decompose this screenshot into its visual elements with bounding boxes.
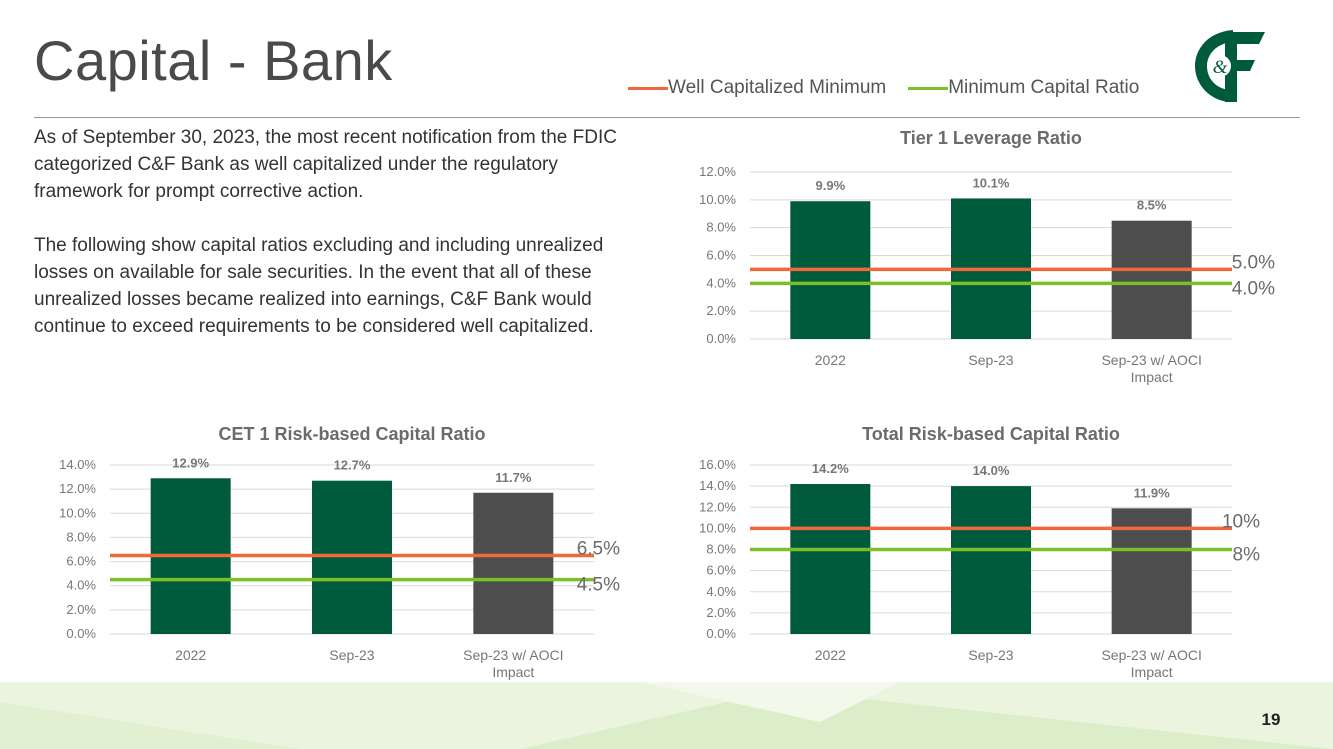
category-label: Sep-23 bbox=[968, 647, 1013, 663]
data-label: 14.0% bbox=[973, 463, 1010, 478]
data-label: 12.9% bbox=[172, 455, 209, 470]
y-tick-label: 10.0% bbox=[699, 192, 736, 207]
y-tick-label: 12.0% bbox=[699, 499, 736, 514]
chart-title: CET 1 Risk-based Capital Ratio bbox=[218, 424, 485, 444]
chart-title: Total Risk-based Capital Ratio bbox=[862, 424, 1120, 444]
data-label: 11.9% bbox=[1134, 485, 1171, 500]
category-label: Sep-23 w/ AOCI bbox=[463, 647, 563, 663]
logo-ampersand: & bbox=[1213, 57, 1228, 78]
y-tick-label: 10.0% bbox=[59, 505, 96, 520]
legend-label: Well Capitalized Minimum bbox=[668, 77, 887, 98]
category-label: 2022 bbox=[815, 647, 846, 663]
y-tick-label: 12.0% bbox=[59, 481, 96, 496]
y-tick-label: 8.0% bbox=[706, 542, 736, 557]
paragraph-notification: As of September 30, 2023, the most recen… bbox=[34, 127, 617, 202]
y-tick-label: 4.0% bbox=[706, 584, 736, 599]
y-tick-label: 8.0% bbox=[706, 220, 736, 235]
minimum-capital-value-label: 8% bbox=[1233, 545, 1261, 566]
y-tick-label: 14.0% bbox=[59, 457, 96, 472]
paragraph-capital-ratios: The following show capital ratios exclud… bbox=[34, 235, 604, 337]
y-tick-label: 6.0% bbox=[706, 563, 736, 578]
bar-sep-23-w-aoci-impact bbox=[473, 492, 554, 634]
chart-legend: Well Capitalized Minimum Minimum Capital… bbox=[628, 77, 1139, 99]
category-label: Sep-23 bbox=[329, 647, 374, 663]
y-tick-label: 0.0% bbox=[706, 331, 736, 346]
y-tick-label: 12.0% bbox=[699, 164, 736, 179]
data-label: 11.7% bbox=[495, 470, 532, 485]
bar-sep-23-w-aoci-impact bbox=[1111, 220, 1192, 339]
category-label: 2022 bbox=[815, 352, 846, 368]
data-label: 8.5% bbox=[1137, 198, 1167, 213]
y-tick-label: 2.0% bbox=[706, 605, 736, 620]
minimum-capital-value-label: 4.5% bbox=[577, 575, 620, 596]
category-label: Impact bbox=[1131, 664, 1173, 680]
y-tick-label: 6.0% bbox=[706, 248, 736, 263]
y-tick-label: 14.0% bbox=[699, 478, 736, 493]
data-label: 9.9% bbox=[816, 178, 846, 193]
y-tick-label: 10.0% bbox=[699, 520, 736, 535]
data-label: 12.7% bbox=[334, 458, 371, 473]
category-label: 2022 bbox=[175, 647, 206, 663]
category-label: Sep-23 bbox=[968, 352, 1013, 368]
minimum-capital-value-label: 4.0% bbox=[1232, 278, 1275, 299]
chart-cet1-risk-based-capital-ratio: CET 1 Risk-based Capital Ratio 14.0% 12.0%… bbox=[59, 424, 620, 680]
y-tick-label: 0.0% bbox=[706, 626, 736, 641]
well-capitalized-value-label: 5.0% bbox=[1232, 252, 1275, 273]
y-tick-label: 0.0% bbox=[66, 626, 96, 641]
legend-item-minimum: Minimum Capital Ratio bbox=[908, 77, 1139, 99]
logo-c-shape bbox=[1195, 30, 1233, 102]
page-number: 19 bbox=[1261, 710, 1281, 729]
legend-item-well-capitalized: Well Capitalized Minimum bbox=[628, 77, 886, 99]
category-label: Impact bbox=[492, 664, 534, 680]
category-label: Sep-23 w/ AOCI bbox=[1101, 352, 1201, 368]
chart-tier1-leverage-ratio: Tier 1 Leverage Ratio 12.0% 10.0% 8.0% 6.0% 4… bbox=[699, 128, 1275, 385]
bar-sep-23 bbox=[312, 480, 392, 634]
y-tick-label: 2.0% bbox=[66, 602, 96, 617]
category-label: Impact bbox=[1131, 369, 1173, 385]
data-label: 10.1% bbox=[973, 175, 1010, 190]
y-tick-label: 6.0% bbox=[66, 554, 96, 569]
y-tick-label: 2.0% bbox=[706, 303, 736, 318]
chart-title: Tier 1 Leverage Ratio bbox=[900, 128, 1082, 148]
logo-f-shape bbox=[1225, 32, 1265, 102]
y-tick-label: 16.0% bbox=[699, 457, 736, 472]
legend-swatch-green bbox=[908, 86, 949, 90]
footer-band bbox=[0, 682, 1333, 749]
chart-total-risk-based-capital-ratio: Total Risk-based Capital Ratio 16.0% 14.0%… bbox=[699, 424, 1261, 680]
y-tick-label: 4.0% bbox=[66, 578, 96, 593]
bar-sep-23 bbox=[951, 486, 1031, 634]
company-logo: & bbox=[1195, 30, 1265, 102]
category-label: Sep-23 w/ AOCI bbox=[1101, 647, 1201, 663]
y-tick-label: 4.0% bbox=[706, 275, 736, 290]
well-capitalized-value-label: 6.5% bbox=[577, 539, 620, 560]
legend-swatch-orange bbox=[628, 86, 668, 90]
body-text: As of September 30, 2023, the most recen… bbox=[34, 124, 634, 367]
title-divider bbox=[34, 117, 1300, 118]
well-capitalized-value-label: 10% bbox=[1222, 511, 1260, 532]
page-title: Capital - Bank bbox=[34, 29, 393, 92]
y-tick-label: 8.0% bbox=[66, 529, 96, 544]
bar-2022 bbox=[790, 484, 871, 634]
data-label: 14.2% bbox=[812, 461, 849, 476]
legend-label: Minimum Capital Ratio bbox=[948, 77, 1140, 98]
